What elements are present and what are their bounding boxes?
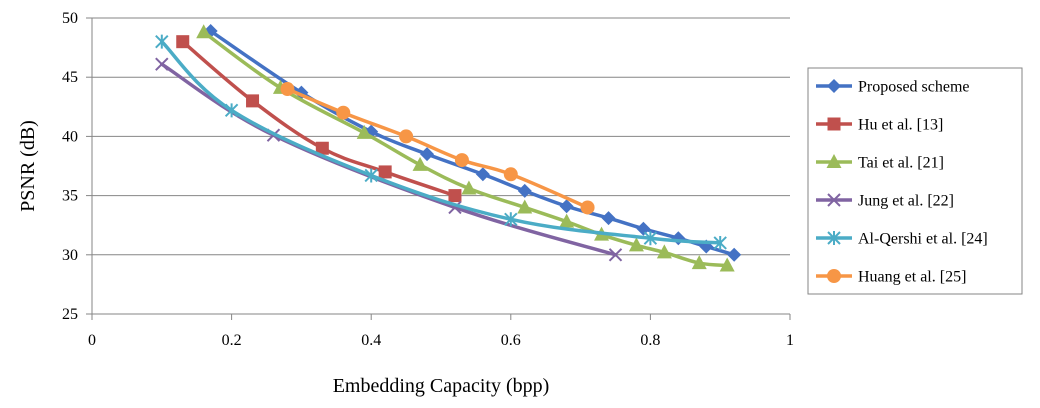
legend-swatch-marker [827, 117, 841, 131]
series-2 [196, 24, 735, 272]
legend-item: Al-Qershi et al. [24] [816, 231, 988, 248]
data-point [420, 147, 435, 162]
series-line [180, 39, 457, 198]
legend-label: Hu et al. [13] [858, 117, 943, 134]
y-tick-label: 40 [62, 128, 78, 145]
data-point [412, 156, 428, 171]
data-point [559, 213, 575, 228]
data-point [196, 24, 212, 39]
plot-series [155, 24, 742, 272]
legend-label: Tai et al. [21] [858, 155, 944, 172]
data-point [336, 105, 351, 120]
data-point [580, 200, 595, 215]
data-point [671, 231, 686, 246]
series-1 [176, 35, 462, 203]
legend-label: Proposed scheme [858, 79, 970, 96]
x-tick-label: 0.4 [361, 332, 381, 349]
y-tick-label: 45 [62, 69, 78, 86]
grid-lines [92, 17, 790, 315]
y-tick-labels: 25 30 35 40 45 50 [62, 10, 78, 323]
legend: Proposed scheme Hu et al. [13] Tai et al. … [807, 67, 1023, 295]
series-3 [155, 57, 623, 262]
data-point [713, 235, 727, 250]
x-tick-label: 0.2 [222, 332, 242, 349]
data-point [517, 183, 532, 198]
data-point [399, 129, 414, 144]
data-point [601, 211, 616, 226]
axes [86, 17, 791, 320]
data-point [475, 167, 490, 182]
y-tick-label: 25 [62, 306, 78, 323]
data-point [356, 124, 372, 139]
legend-item: Hu et al. [13] [816, 117, 943, 134]
data-point [608, 248, 623, 262]
data-point [315, 141, 329, 155]
data-point [155, 57, 169, 71]
x-tick-label: 0.8 [640, 332, 660, 349]
legend-swatch-marker [827, 269, 841, 283]
data-point [454, 153, 469, 168]
data-point [643, 231, 658, 246]
data-point [224, 103, 239, 118]
data-point [155, 34, 169, 49]
data-point [176, 35, 190, 49]
x-tick-labels: 0 0.2 0.4 0.6 0.8 1 [88, 332, 794, 349]
legend-swatch-marker [827, 79, 841, 93]
legend-item: Jung et al. [22] [816, 193, 954, 210]
y-tick-label: 30 [62, 247, 78, 264]
data-point [280, 82, 295, 97]
data-point [559, 199, 574, 214]
series-4 [155, 34, 727, 250]
legend-label: Al-Qershi et al. [24] [858, 231, 988, 248]
data-point [461, 180, 477, 195]
legend-item: Tai et al. [21] [816, 154, 944, 172]
y-axis-label: PSNR (dB) [17, 120, 39, 212]
legend-swatch-marker [827, 193, 841, 207]
data-point [378, 165, 392, 179]
data-point [504, 212, 518, 227]
data-point [517, 199, 533, 214]
x-axis-label: Embedding Capacity (bpp) [333, 375, 550, 397]
series-line [160, 39, 722, 245]
series-5 [280, 82, 595, 215]
x-tick-label: 0 [88, 332, 96, 349]
x-tick-label: 1 [786, 332, 794, 349]
data-point [691, 255, 707, 270]
legend-item: Proposed scheme [816, 79, 970, 96]
y-tick-label: 35 [62, 188, 78, 205]
data-point [727, 247, 742, 262]
x-tick-label: 0.6 [501, 332, 521, 349]
series-0 [203, 24, 742, 262]
data-point [636, 221, 651, 236]
data-point [503, 167, 518, 182]
legend-item: Huang et al. [25] [816, 269, 966, 286]
data-point [246, 94, 260, 108]
y-tick-label: 50 [62, 10, 78, 27]
data-point [364, 168, 378, 183]
legend-swatch-marker [826, 154, 842, 168]
data-point [628, 237, 644, 252]
data-point [448, 189, 462, 203]
legend-box [807, 67, 1023, 295]
legend-label: Jung et al. [22] [858, 193, 954, 210]
legend-swatch-marker [827, 231, 841, 245]
data-point [656, 244, 672, 259]
legend-label: Huang et al. [25] [858, 269, 966, 286]
data-point [719, 257, 735, 272]
